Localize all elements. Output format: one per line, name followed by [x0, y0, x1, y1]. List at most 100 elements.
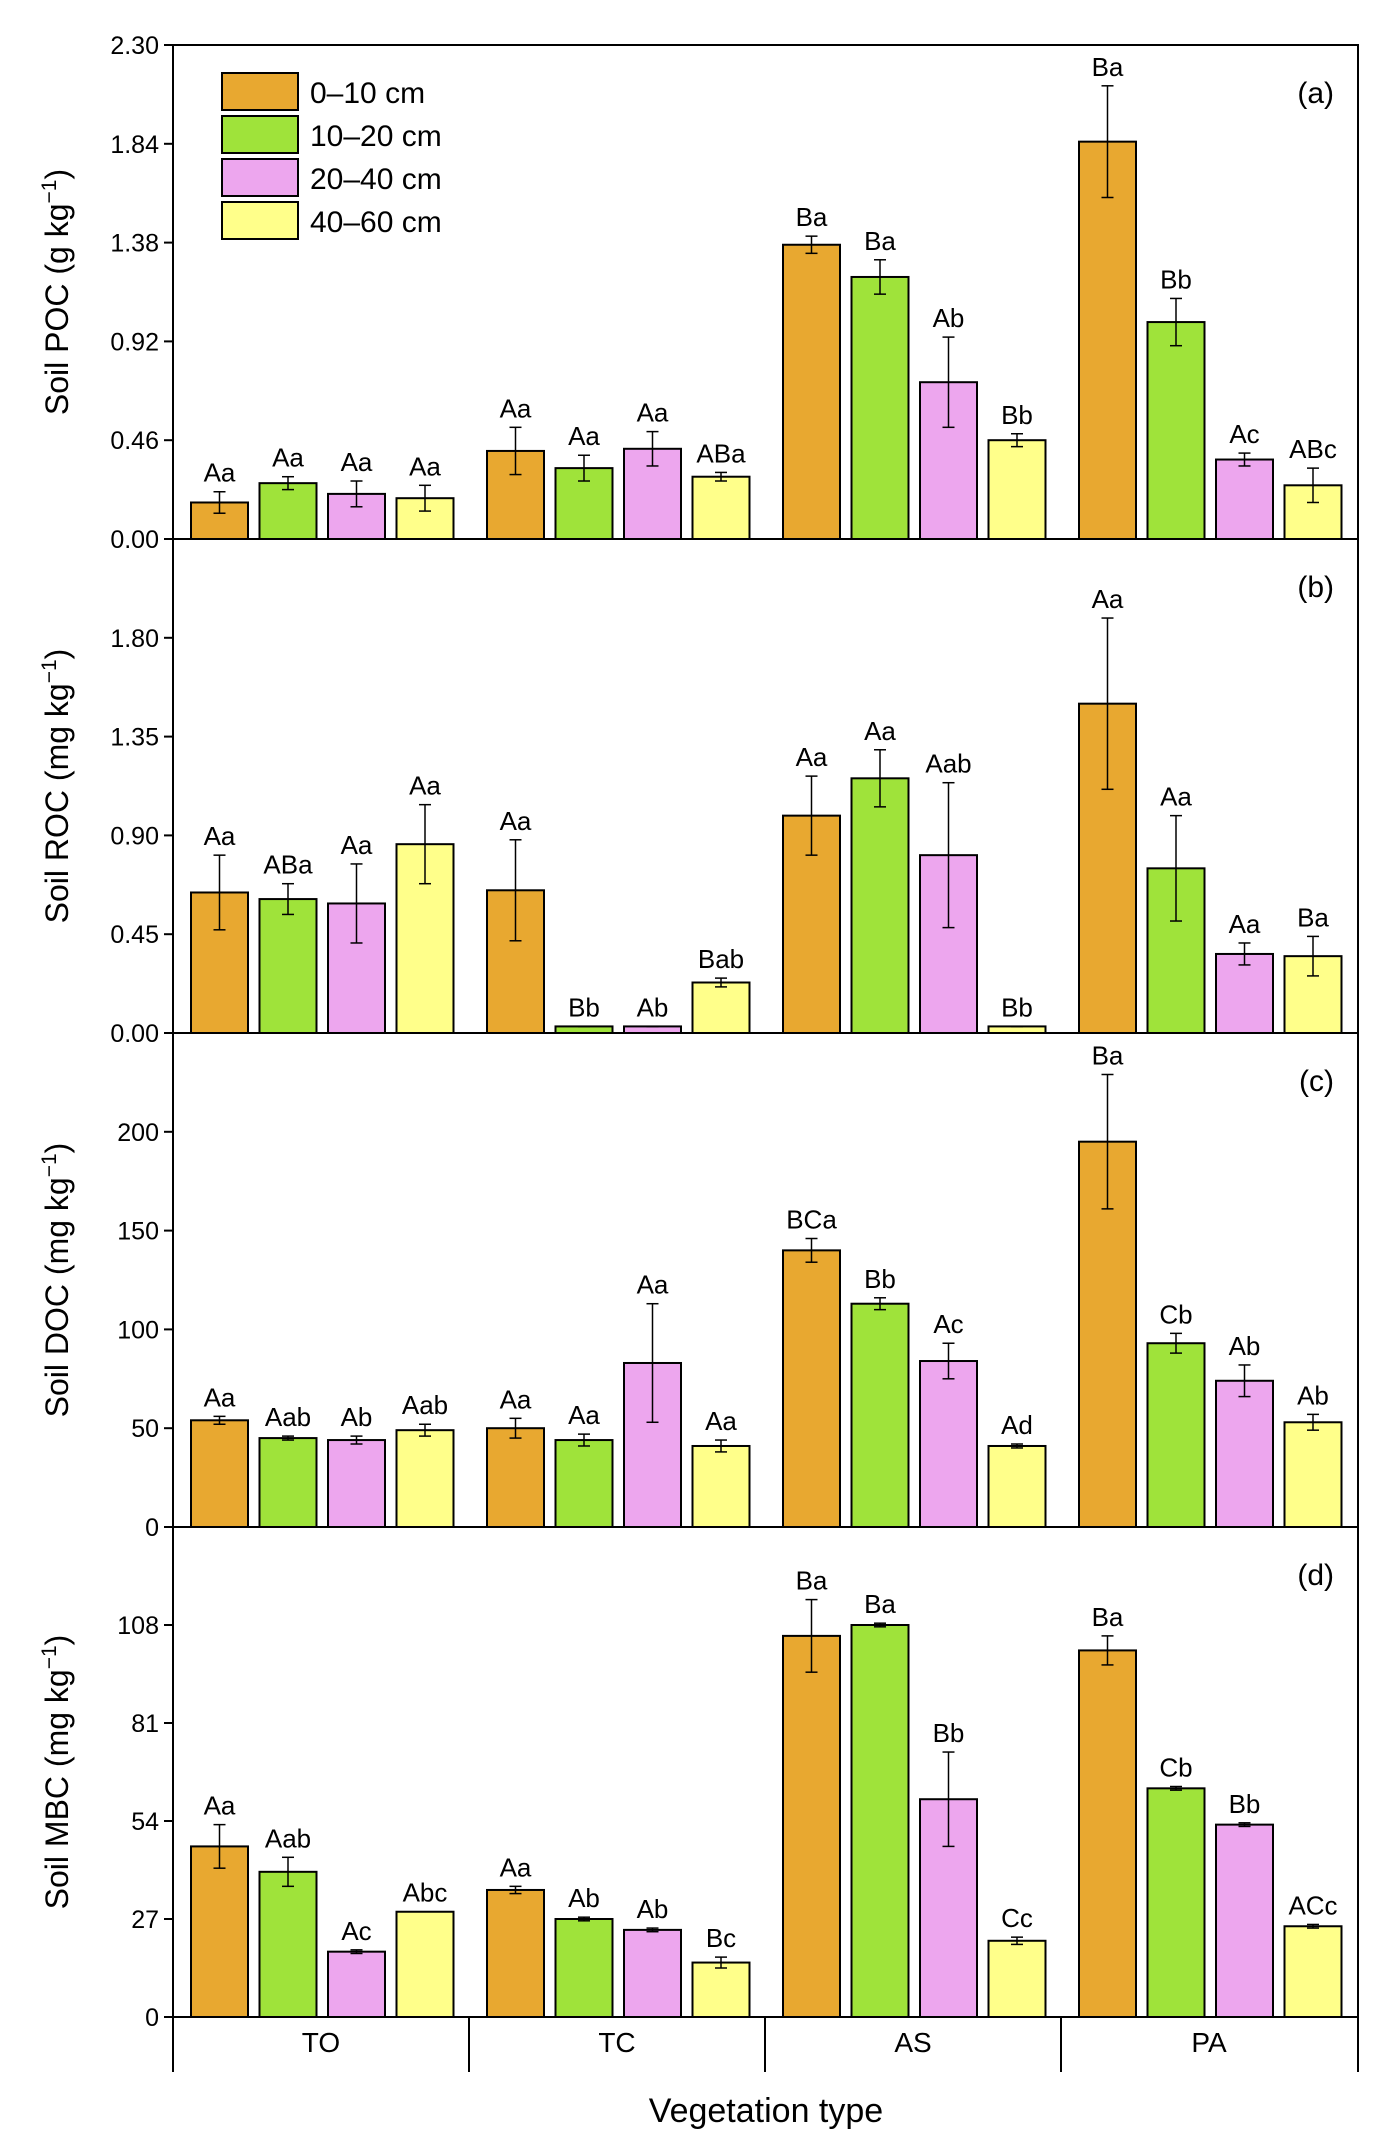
bar [691, 981, 751, 1034]
y-tick-label: 1.38 [110, 230, 159, 258]
bar-significance-label: BCa [786, 1205, 837, 1235]
bar [1146, 321, 1206, 541]
bar [486, 1888, 545, 2019]
bar [691, 475, 751, 540]
bar [1078, 1649, 1137, 2018]
bar-significance-label: Ba [1092, 1602, 1124, 1632]
bar-significance-label: Aa [204, 458, 236, 488]
y-tick-label: 200 [117, 1119, 159, 1147]
bar-significance-label: Ab [1297, 1380, 1329, 1410]
legend: 0–10 cm 10–20 cm 20–40 cm 40–60 cm [221, 72, 442, 240]
bar [1146, 1787, 1206, 2019]
bar-significance-label: Aa [1160, 782, 1192, 812]
bar-significance-label: Aa [1092, 584, 1124, 614]
bar-significance-label: Ab [1229, 1331, 1261, 1361]
legend-swatch-10-20 [221, 115, 299, 154]
bar-significance-label: Ba [1092, 1040, 1124, 1070]
bar-significance-label: Abc [403, 1878, 448, 1908]
y-tick-label: 81 [131, 1710, 159, 1738]
bar-significance-label: Bc [706, 1923, 736, 1953]
y-tick-label: 0 [145, 2004, 159, 2032]
bar [850, 777, 910, 1034]
bar-significance-label: Aab [265, 1823, 311, 1853]
bar-significance-label: Aa [568, 421, 600, 451]
y-tick-label: 27 [131, 1906, 159, 1934]
y-axis-label: Soil MBC (mg kg−1) [38, 1635, 75, 1910]
bar-significance-label: Aa [341, 830, 373, 860]
bar-significance-label: ACc [1288, 1890, 1337, 1920]
bar-significance-label: Bb [1160, 264, 1192, 294]
bar [395, 1910, 455, 2018]
bar-significance-label: Ab [637, 992, 669, 1022]
bar-significance-label: Aa [796, 742, 828, 772]
chart-panel-3: 0 50 100 150 200 Soil DOC (mg kg−1) (c) Aa Aa BCa… [38, 1032, 1359, 1542]
bar-significance-label: Ab [341, 1402, 373, 1432]
bar [987, 1939, 1047, 2019]
bar [623, 1928, 682, 2019]
bar [850, 1302, 910, 1529]
bar-significance-label: Bb [568, 992, 600, 1022]
bar [395, 1429, 455, 1529]
bar-significance-label: Aa [500, 1852, 532, 1882]
panel-tag: (c) [1299, 1065, 1334, 1098]
legend-label: 20–40 cm [310, 163, 442, 196]
x-category-label: AS [894, 2027, 931, 2058]
bar [258, 1437, 318, 1528]
bar [1215, 1823, 1274, 2019]
bar [1283, 1925, 1343, 2019]
bar-significance-label: Ac [1229, 419, 1259, 449]
chart-panel-4: 0 27 54 81 108 Soil MBC (mg kg−1) (d) Aa Aa Ba Ba A… [38, 1526, 1359, 2032]
y-tick-label: 0 [145, 1514, 159, 1542]
chart-panel-2: 0.00 0.45 0.90 1.35 1.80 Soil ROC (mg kg−1) (b… [38, 538, 1359, 1048]
y-tick-label: 0.00 [110, 1020, 159, 1048]
bar-significance-label: Aa [568, 1400, 600, 1430]
y-axis-label: Soil POC (g kg−1) [38, 169, 75, 415]
y-tick-label: 150 [117, 1218, 159, 1246]
bar-significance-label: Aa [864, 716, 896, 746]
y-tick-label: 1.84 [110, 131, 159, 159]
bar [691, 1961, 751, 2018]
bar-significance-label: Bb [1001, 400, 1033, 430]
bar-significance-label: Cc [1001, 1903, 1033, 1933]
y-tick-label: 0.45 [110, 921, 159, 949]
bar [987, 439, 1047, 541]
bar [327, 1950, 386, 2018]
x-category-label: TC [598, 2027, 635, 2058]
bar-significance-label: Aa [409, 771, 441, 801]
bar-significance-label: Aa [705, 1406, 737, 1436]
y-tick-label: 54 [131, 1808, 159, 1836]
chart-panel-1: 0.00 0.46 0.92 1.38 1.84 2.30 Soil POC (g kg−1… [38, 32, 1359, 554]
legend-label: 40–60 cm [310, 206, 442, 239]
bar [327, 1439, 386, 1529]
bar-significance-label: Ba [1297, 902, 1329, 932]
legend-swatch-0-10 [221, 72, 299, 111]
bar-significance-label: ABa [263, 850, 313, 880]
bar [190, 1845, 249, 2018]
bar [1215, 1379, 1274, 1528]
x-axis-title: Vegetation type [649, 2092, 883, 2130]
y-tick-label: 1.80 [110, 625, 159, 653]
bar-significance-label: Aab [265, 1402, 311, 1432]
bar-significance-label: Ab [568, 1883, 600, 1913]
legend-label: 0–10 cm [310, 77, 425, 110]
bar-significance-label: Aa [500, 806, 532, 836]
bar [782, 1249, 841, 1528]
bar-significance-label: Ac [933, 1309, 963, 1339]
bar-significance-label: Aa [637, 398, 669, 428]
bar-significance-label: ABc [1289, 434, 1337, 464]
bar [554, 1918, 614, 2018]
bar-significance-label: Ac [341, 1916, 371, 1946]
y-tick-label: 0.46 [110, 427, 159, 455]
bar-significance-label: Ba [796, 1566, 828, 1596]
y-tick-label: 50 [131, 1415, 159, 1443]
bar [258, 1870, 318, 2018]
panel-tag: (a) [1297, 77, 1334, 110]
bar-significance-label: Aa [1229, 909, 1261, 939]
bar-significance-label: Bb [1001, 992, 1033, 1022]
bar-significance-label: Ad [1001, 1410, 1033, 1440]
y-tick-label: 2.30 [110, 32, 159, 60]
bar [1078, 140, 1137, 541]
bar-significance-label: Cb [1159, 1299, 1192, 1329]
bar-significance-label: Aa [204, 1791, 236, 1821]
bar-significance-label: Ab [637, 1894, 669, 1924]
